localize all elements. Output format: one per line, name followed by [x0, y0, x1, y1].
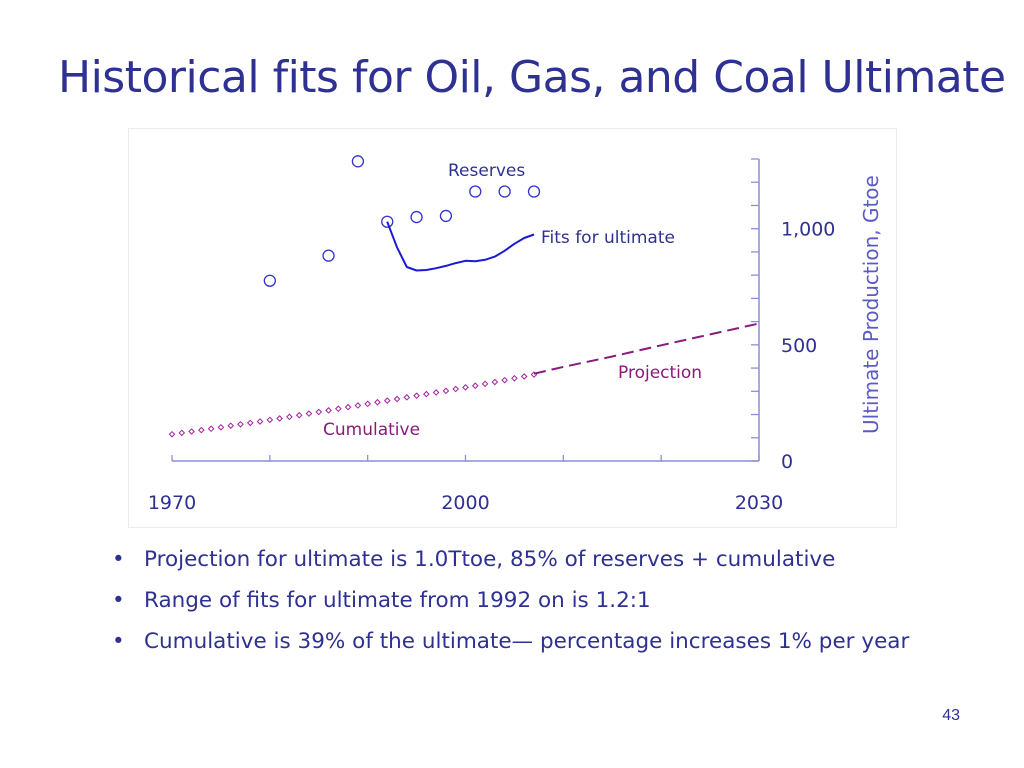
x-tick-label: 1970: [148, 492, 196, 514]
cumulative-point: [511, 374, 518, 382]
chart-svg: 1970 2000 2030 0 500 1,000 Reserves Fits for …: [148, 155, 883, 514]
bullet-dot-icon: •: [112, 547, 125, 572]
cumulative-point: [432, 389, 440, 396]
reserves-point: [263, 274, 276, 287]
reserves-point: [469, 185, 482, 198]
bullet-item: • Cumulative is 39% of the ultimate— perc…: [108, 626, 1008, 667]
cumulative-point: [462, 384, 469, 391]
y-tick-label: 1,000: [781, 219, 835, 241]
cumulative-point: [256, 418, 264, 425]
cumulative-point: [315, 408, 323, 416]
bullet-dot-icon: •: [112, 588, 125, 613]
x-tick-label: 2030: [735, 492, 783, 514]
slide-title: Historical fits for Oil, Gas, and Coal U…: [58, 52, 1006, 103]
page-number: 43: [942, 707, 960, 724]
x-tick-label: 2000: [441, 492, 489, 514]
y-axis-title: Ultimate Production, Gtoe: [859, 175, 883, 434]
fit-line: [386, 221, 535, 272]
cumulative-point: [237, 420, 244, 428]
cumulative-point: [178, 429, 186, 437]
cumulative-point: [481, 380, 489, 388]
projection-line: [533, 322, 760, 375]
cumulative-point: [364, 400, 371, 408]
cumulative-point: [246, 419, 254, 427]
cumulative-point: [168, 430, 176, 438]
cumulative-point: [520, 373, 528, 380]
cumulative-point: [452, 385, 460, 393]
cumulative-point: [374, 398, 381, 406]
cumulative-point: [207, 425, 215, 433]
reserves-point: [410, 210, 423, 224]
cumulative-point: [217, 424, 225, 431]
cumulative-point: [276, 415, 283, 422]
cumulative-point: [413, 392, 420, 400]
reserves-point: [351, 155, 365, 168]
cumulative-point: [442, 387, 450, 395]
bullet-text: Projection for ultimate is 1.0Ttoe, 85% …: [144, 547, 836, 572]
bullet-item: • Range of fits for ultimate from 1992 on…: [108, 585, 1008, 626]
reserves-annotation: Reserves: [448, 161, 525, 181]
cumulative-annotation: Cumulative: [323, 420, 420, 440]
bullet-dot-icon: •: [112, 629, 125, 654]
cumulative-point: [198, 426, 205, 434]
reserves-point: [439, 209, 453, 223]
cumulative-point: [423, 390, 430, 398]
cumulative-point: [403, 394, 411, 401]
cumulative-point: [383, 397, 391, 404]
reserves-point: [498, 185, 511, 198]
cumulative-point: [471, 382, 479, 390]
cumulative-point: [325, 407, 332, 414]
cumulative-point: [354, 402, 362, 409]
cumulative-point: [286, 413, 293, 421]
projection-annotation: Projection: [618, 363, 702, 383]
cumulative-point: [344, 403, 352, 411]
y-tick-label: 500: [781, 335, 817, 357]
cumulative-point: [393, 395, 401, 403]
reserves-point: [527, 185, 541, 198]
cumulative-point: [305, 410, 313, 417]
axes-layer: 1970 2000 2030 0 500 1,000: [148, 158, 835, 514]
chart-frame: 1970 2000 2030 0 500 1,000 Reserves Fits for …: [128, 128, 897, 528]
bullet-text: Range of fits for ultimate from 1992 on …: [144, 588, 651, 613]
bullet-item: • Projection for ultimate is 1.0Ttoe, 85%…: [108, 544, 1008, 585]
cumulative-point: [227, 422, 235, 429]
reserves-point: [322, 249, 335, 262]
cumulative-point: [188, 428, 195, 435]
series-layer: [168, 155, 760, 438]
labels-layer: Reserves Fits for ultimate Projection Cu…: [323, 161, 883, 440]
cumulative-point: [335, 405, 342, 413]
bullet-text: Cumulative is 39% of the ultimate— perce…: [144, 629, 910, 654]
cumulative-point: [295, 411, 303, 419]
fits-annotation: Fits for ultimate: [541, 228, 675, 248]
cumulative-point: [266, 416, 274, 424]
bullet-list: • Projection for ultimate is 1.0Ttoe, 85%…: [108, 544, 1008, 667]
cumulative-point: [501, 376, 508, 384]
reserves-point: [381, 215, 394, 228]
cumulative-point: [491, 378, 499, 386]
y-tick-label: 0: [781, 451, 793, 473]
